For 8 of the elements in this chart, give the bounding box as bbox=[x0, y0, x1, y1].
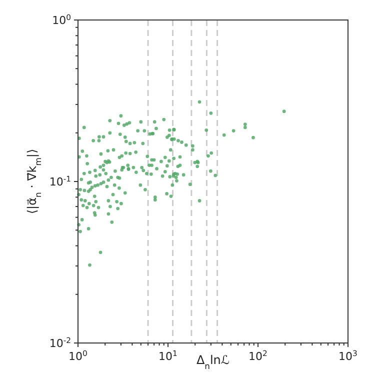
x-axis-title: Δ$_{n}$lnℒ bbox=[196, 353, 230, 371]
y-tick-label: 10$^{0}$ bbox=[52, 12, 72, 27]
y-tick-label: 10$^{-2}$ bbox=[49, 336, 72, 350]
y-tick-label: 10$^{-1}$ bbox=[49, 174, 72, 188]
x-tick-label: 10$^{0}$ bbox=[68, 348, 88, 363]
x-tick-label: 10$^{2}$ bbox=[248, 348, 268, 363]
x-tick-label: 10$^{1}$ bbox=[158, 348, 178, 363]
x-tick-label: 10$^{3}$ bbox=[338, 348, 358, 363]
